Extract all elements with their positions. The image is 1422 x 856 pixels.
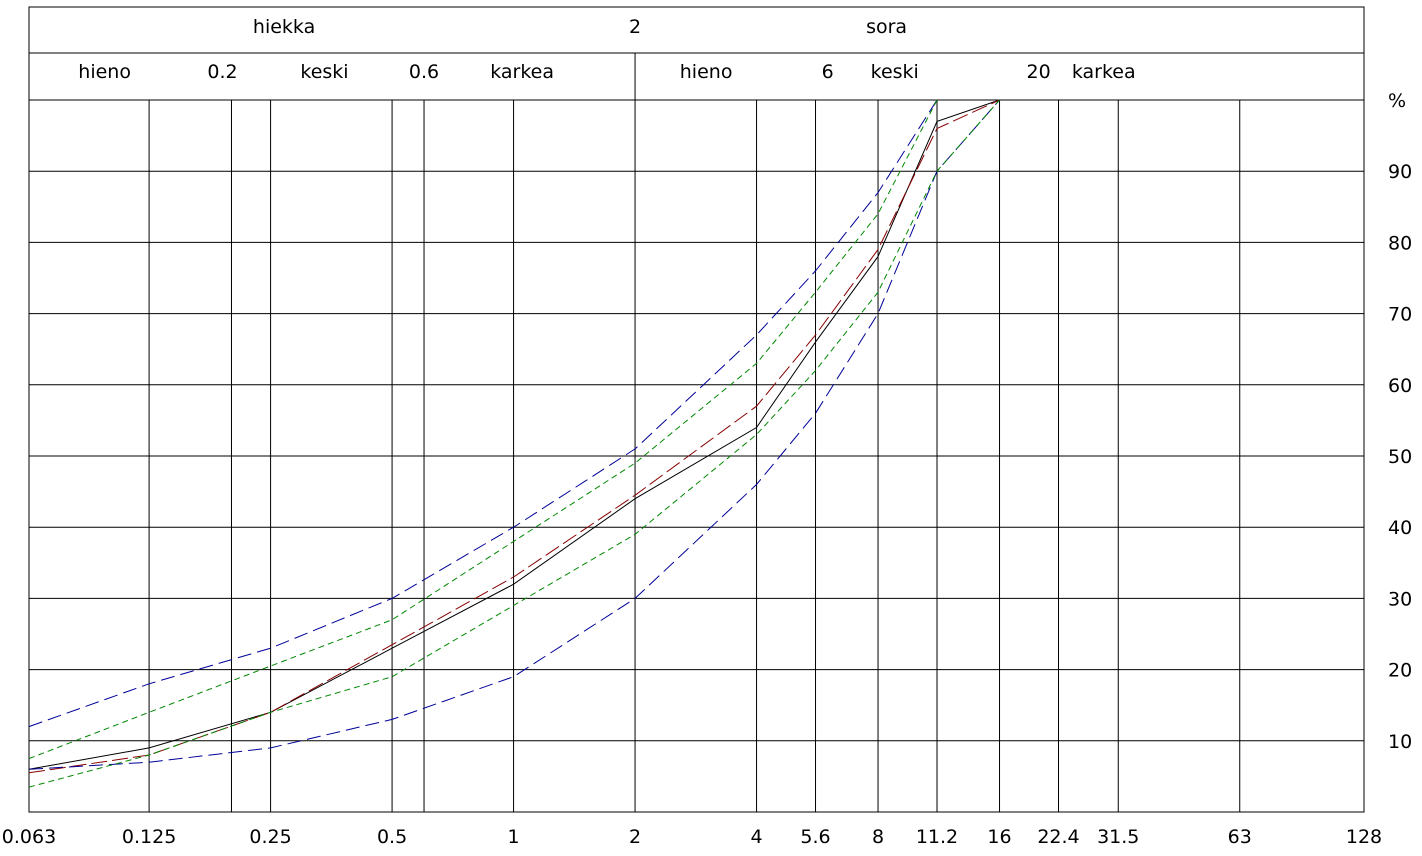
- x-tick-label: 22.4: [1037, 826, 1079, 848]
- series-lines: [28, 99, 1000, 788]
- x-tick-label: 0.063: [2, 826, 56, 848]
- header-top-label: 2: [629, 16, 641, 38]
- header-top-label: sora: [866, 16, 907, 38]
- header-bottom-label: 6: [822, 61, 834, 83]
- header-bottom-label: karkea: [490, 61, 554, 83]
- x-tick-label: 0.125: [122, 826, 176, 848]
- header-bottom-label: 0.6: [409, 61, 439, 83]
- x-tick-label: 128: [1346, 826, 1382, 848]
- y-tick-label: 40: [1388, 517, 1412, 539]
- axis-labels: 0.063 0.125 0.25 0.5 1 2 4 5.6 8 11.2 16 22.4 31.5 63…: [2, 90, 1412, 848]
- header-bottom-label: karkea: [1072, 61, 1136, 83]
- header-bottom-label: 20: [1027, 61, 1051, 83]
- x-tick-label: 0.25: [249, 826, 291, 848]
- chart-frame: [28, 6, 1365, 813]
- header-bottom-label: hieno: [680, 61, 733, 83]
- x-tick-label: 11.2: [916, 826, 958, 848]
- header-bottom-label: keski: [300, 61, 348, 83]
- y-tick-label: 70: [1388, 304, 1412, 326]
- y-tick-label: 20: [1388, 660, 1412, 682]
- x-tick-label: 16: [987, 826, 1011, 848]
- chart-grid: [28, 6, 1365, 813]
- header-top-label: hiekka: [253, 16, 315, 38]
- y-axis-label: %: [1388, 90, 1406, 112]
- header-bottom-label: 0.2: [207, 61, 237, 83]
- y-tick-label: 80: [1388, 232, 1412, 254]
- x-tick-label: 0.5: [377, 826, 407, 848]
- series-line-2: [28, 99, 1000, 774]
- x-tick-label: 1: [508, 826, 520, 848]
- x-tick-label: 5.6: [800, 826, 830, 848]
- y-tick-label: 10: [1388, 731, 1412, 753]
- x-tick-label: 31.5: [1097, 826, 1139, 848]
- y-tick-label: 30: [1388, 588, 1412, 610]
- series-line-4: [28, 99, 938, 728]
- x-tick-label: 63: [1228, 826, 1252, 848]
- series-line-1: [28, 99, 1000, 770]
- fraction-header: hiekka 2 sora hieno 0.2 keski 0.6 karkea hieno 6 k…: [29, 16, 1364, 101]
- series-line-5: [28, 99, 1000, 788]
- y-tick-label: 50: [1388, 446, 1412, 468]
- x-tick-label: 4: [751, 826, 763, 848]
- x-tick-label: 8: [872, 826, 884, 848]
- series-line-3: [28, 99, 1000, 770]
- header-bottom-label: hieno: [78, 61, 131, 83]
- y-tick-label: 60: [1388, 375, 1412, 397]
- header-bottom-label: keski: [871, 61, 919, 83]
- series-line-6: [28, 99, 938, 760]
- x-tick-label: 2: [629, 826, 641, 848]
- y-tick-label: 90: [1388, 161, 1412, 183]
